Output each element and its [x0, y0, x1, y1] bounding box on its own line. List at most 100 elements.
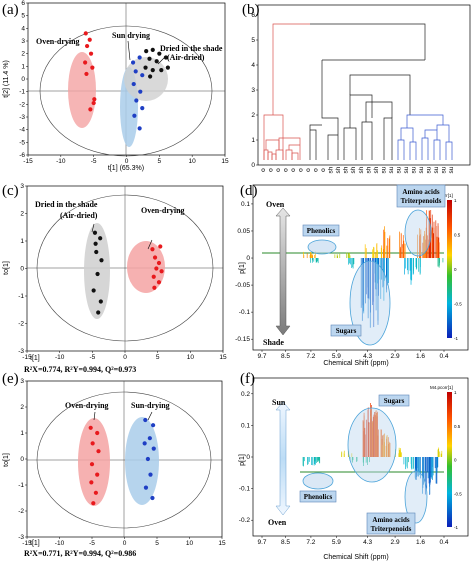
sun-oven-arrow-f — [275, 401, 291, 516]
label-shade-d: Shade — [263, 338, 284, 347]
label-oven-e: Oven-drying — [65, 401, 109, 410]
scatter-point — [88, 425, 93, 430]
scatter-point — [95, 472, 100, 477]
label-shade-c-1: Dried in the shade — [35, 200, 98, 209]
sugars-box-d — [330, 324, 362, 337]
nmr-loadings-f — [302, 402, 443, 495]
sugars-region-f — [347, 407, 397, 483]
model-stats-c: R²X=0.774, R²Y=0.994, Q²=0.973 — [24, 365, 136, 374]
x-tick-label: 9.7 — [257, 353, 266, 360]
leaf-label: o — [283, 168, 290, 172]
x-tick-label: 8.5 — [281, 353, 290, 360]
scatter-point — [142, 441, 147, 446]
leaf-label: su — [395, 166, 402, 173]
leaf-label: su — [433, 166, 440, 173]
leaf-label: o — [298, 168, 305, 172]
scatter-point — [148, 74, 153, 79]
scatter-point — [150, 495, 155, 501]
colorbar-tick-label: 0.5 — [454, 233, 461, 238]
leaf-labels-b: o o o o o o o o o sh sh sh sh sh sh sh su su su su su su su su s… — [260, 166, 455, 173]
scatter-point — [158, 244, 163, 249]
scatter-point — [133, 69, 138, 74]
y-tick-label: 0.05 — [237, 228, 250, 235]
panel-f: (f) 9.7 8.5 7.2 5.9 4.3 2.9 1.6 0.4 0.2 0.1 0 -0.1 -… — [239, 371, 469, 561]
scatter-point — [99, 258, 104, 263]
colorbar-tick-label: -0.5 — [454, 491, 462, 496]
colorbar-tick-label: 1 — [454, 390, 457, 395]
scatter-point — [137, 126, 142, 131]
axis-ticks-d: 9.7 8.5 7.2 5.9 4.3 2.9 1.6 0.4 0.1 0.05 0 -0.05 -0.… — [235, 201, 449, 360]
scatter-points-a — [83, 31, 170, 131]
scatter-point — [137, 55, 142, 60]
scatter-point — [152, 285, 157, 290]
pointer-oven-c — [147, 239, 153, 250]
scatter-point — [90, 441, 95, 446]
dendrogram-blue — [397, 114, 453, 160]
leaf-label: sh — [358, 166, 365, 173]
scatter-point — [156, 280, 162, 285]
label-amino-d-2: Triterpenoids — [401, 197, 442, 205]
y-tick-label: -1 — [18, 482, 24, 489]
scatter-point — [92, 97, 97, 102]
leaf-label: o — [290, 168, 297, 172]
scatter-point — [154, 59, 159, 64]
dendrogram-red — [263, 23, 310, 160]
pointer-shade-a — [157, 57, 165, 65]
x-tick-label: 5 — [155, 540, 159, 547]
scatter-point — [148, 472, 153, 477]
scatter-point — [150, 47, 155, 52]
leaf-label: su — [448, 166, 455, 173]
y-tick-label: 2 — [20, 211, 24, 218]
colorbar-tick-label: 0.5 — [454, 424, 461, 429]
pointer-shade-c — [91, 223, 95, 233]
y-tick-label: -0.15 — [235, 336, 250, 343]
colorbar-tick-label: 0 — [454, 267, 457, 272]
scatter-point — [91, 501, 96, 506]
x-tick-label: 15 — [221, 158, 229, 165]
x-tick-label: 2.9 — [391, 539, 400, 546]
x-tick-label: -15 — [23, 158, 33, 165]
scatter-point — [143, 485, 149, 490]
y-tick-label: 5 — [21, 13, 25, 20]
scatter-point — [157, 51, 162, 56]
y-tick-label: -3 — [19, 114, 25, 121]
label-sugars-f: Sugars — [384, 397, 405, 405]
leaf-label: sh — [365, 166, 372, 173]
label-oven-d: Oven — [266, 200, 285, 209]
colorbar-tick-label: -1 — [454, 336, 458, 341]
leaf-label: o — [305, 168, 312, 172]
y-tick-label: 0.1 — [241, 422, 250, 429]
scatter-point — [84, 71, 89, 77]
sugars-region-d — [349, 260, 391, 346]
y-tick-label: -0.1 — [239, 309, 251, 316]
label-sun-a: Sun drying — [112, 31, 150, 40]
shade-group-ellipse-a — [124, 57, 168, 101]
y-tick-label: -1 — [18, 293, 24, 300]
leaf-label: o — [313, 168, 320, 172]
scatter-point — [151, 446, 156, 451]
axis-ticks-b: 0 1 2 3 4 5 6 — [251, 12, 258, 169]
panel-c-label: (c) — [2, 183, 19, 199]
scatter-point — [159, 68, 164, 73]
model-stats-e: R²X=0.771, R²Y=0.994, Q²=0.986 — [24, 549, 136, 558]
x-tick-label: 5.9 — [332, 353, 341, 360]
leaf-label: o — [320, 168, 327, 172]
oven-group-ellipse-c — [127, 241, 165, 293]
y-axis-label-a: t[2] (11.4 %) — [3, 60, 10, 98]
y-tick-label: 3 — [21, 38, 25, 45]
phenolics-region-d — [307, 239, 337, 255]
y-tick-label: 5 — [251, 37, 255, 44]
pointer-oven-e — [93, 411, 96, 421]
y-tick-label: 0.1 — [241, 201, 250, 208]
panel-f-label: (f) — [240, 371, 255, 387]
y-tick-label: -1 — [19, 89, 25, 96]
nmr-loadings-d — [303, 209, 444, 328]
x-axis-label-d: Chemical Shift (ppm) — [323, 360, 388, 367]
colorbar-title-f: M4.pcorr[1] — [430, 385, 453, 390]
scatter-point — [150, 68, 155, 73]
scatter-point — [96, 449, 101, 454]
